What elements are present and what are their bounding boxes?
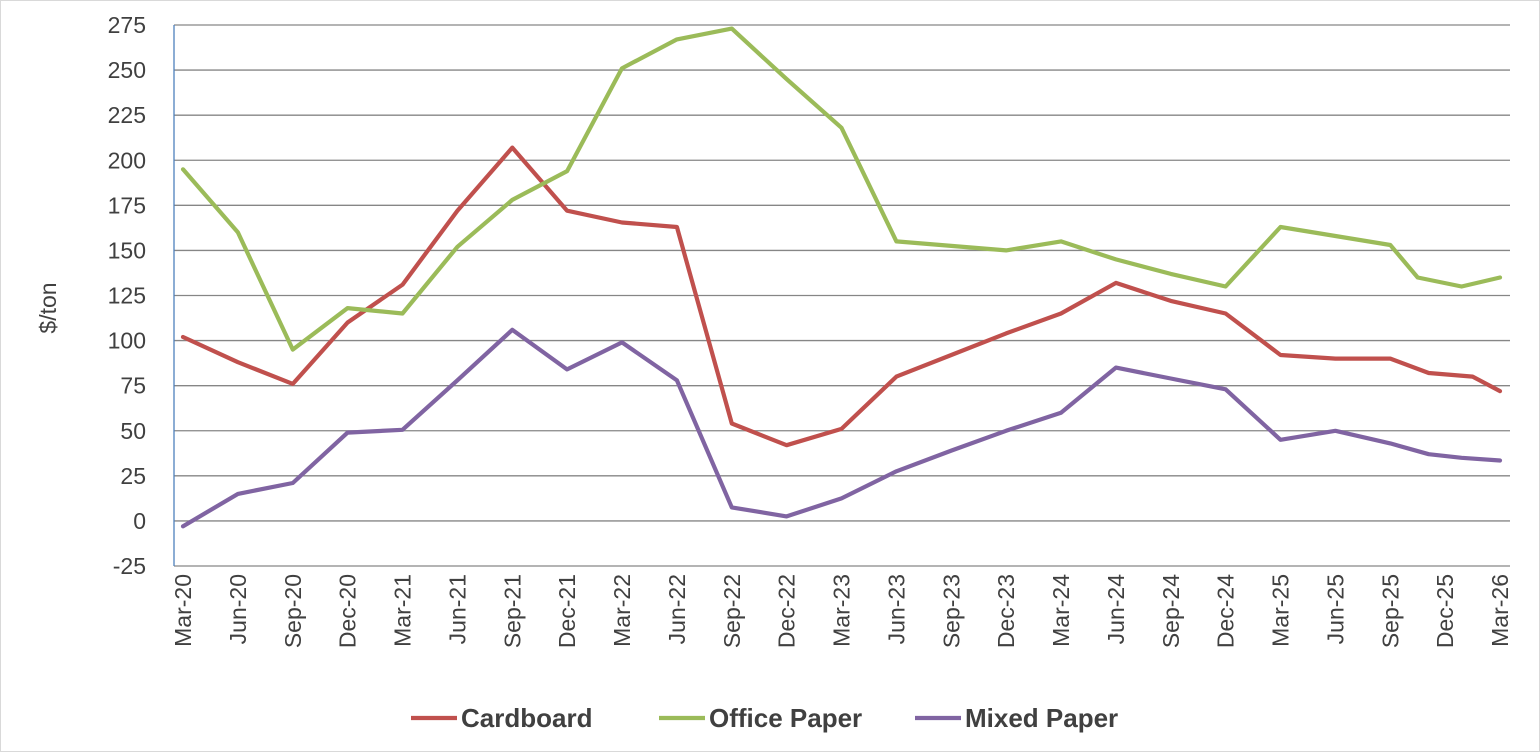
y-tick-label: -25 bbox=[113, 553, 146, 579]
x-tick-label: Dec-23 bbox=[993, 574, 1019, 648]
x-tick-label: Jun-24 bbox=[1103, 574, 1129, 645]
x-tick-label: Sep-23 bbox=[938, 574, 964, 648]
y-tick-label: 150 bbox=[108, 237, 146, 263]
x-tick-label: Mar-26 bbox=[1487, 574, 1513, 647]
y-tick-label: 125 bbox=[108, 283, 146, 309]
y-tick-label: 50 bbox=[120, 418, 146, 444]
x-tick-label: Mar-23 bbox=[829, 574, 855, 647]
y-tick-label: 250 bbox=[108, 57, 146, 83]
x-tick-label: Sep-20 bbox=[280, 574, 306, 648]
y-tick-label: 200 bbox=[108, 147, 146, 173]
legend-label: Cardboard bbox=[461, 703, 592, 733]
y-tick-label: 100 bbox=[108, 328, 146, 354]
gridlines bbox=[174, 24, 1510, 567]
y-tick-label: 275 bbox=[108, 12, 146, 38]
x-tick-label: Jun-25 bbox=[1322, 574, 1348, 644]
legend-label: Office Paper bbox=[709, 703, 862, 733]
series-line-cardboard bbox=[180, 145, 1503, 448]
x-axis-ticks: Mar-20 Jun-20 Sep-20 Dec-20 Mar-21 Jun-21 Sep-… bbox=[170, 574, 1513, 648]
x-tick-label: Sep-24 bbox=[1158, 574, 1184, 648]
x-tick-label: Mar-21 bbox=[390, 574, 416, 647]
legend: Cardboard Office Paper Mixed Paper bbox=[411, 703, 1118, 733]
y-tick-label: 25 bbox=[120, 463, 146, 489]
y-axis-title: $/ton bbox=[35, 282, 61, 333]
y-tick-label: 75 bbox=[120, 373, 146, 399]
legend-item: Cardboard bbox=[411, 703, 592, 733]
x-tick-label: Jun-21 bbox=[444, 574, 470, 644]
series-line-mixed-paper bbox=[180, 327, 1503, 529]
x-tick-label: Mar-25 bbox=[1268, 574, 1294, 647]
legend-label: Mixed Paper bbox=[965, 703, 1118, 733]
x-tick-label: Jun-20 bbox=[225, 574, 251, 644]
x-tick-label: Dec-25 bbox=[1432, 574, 1458, 648]
x-tick-label: Dec-24 bbox=[1213, 574, 1239, 648]
x-tick-label: Dec-21 bbox=[554, 574, 580, 648]
y-tick-label: 175 bbox=[108, 192, 146, 218]
x-tick-label: Sep-22 bbox=[719, 574, 745, 648]
x-tick-label: Mar-24 bbox=[1048, 574, 1074, 647]
legend-item: Mixed Paper bbox=[915, 703, 1118, 733]
x-tick-label: Mar-22 bbox=[609, 574, 635, 647]
x-tick-label: Dec-22 bbox=[774, 574, 800, 648]
x-tick-label: Sep-25 bbox=[1377, 574, 1403, 648]
legend-item: Office Paper bbox=[659, 703, 862, 733]
x-tick-label: Sep-21 bbox=[499, 574, 525, 648]
y-tick-label: 225 bbox=[108, 102, 146, 128]
x-tick-label: Jun-23 bbox=[883, 574, 909, 644]
y-tick-label: 0 bbox=[133, 508, 146, 534]
x-tick-label: Dec-20 bbox=[335, 574, 361, 648]
series-layer bbox=[180, 26, 1503, 529]
series-line-office-paper bbox=[180, 26, 1503, 352]
x-tick-label: Jun-22 bbox=[664, 574, 690, 644]
y-axis-ticks: -25 0 25 50 75 100 125 150 175 200 225 250 275 bbox=[108, 12, 146, 579]
x-tick-label: Mar-20 bbox=[170, 574, 196, 647]
